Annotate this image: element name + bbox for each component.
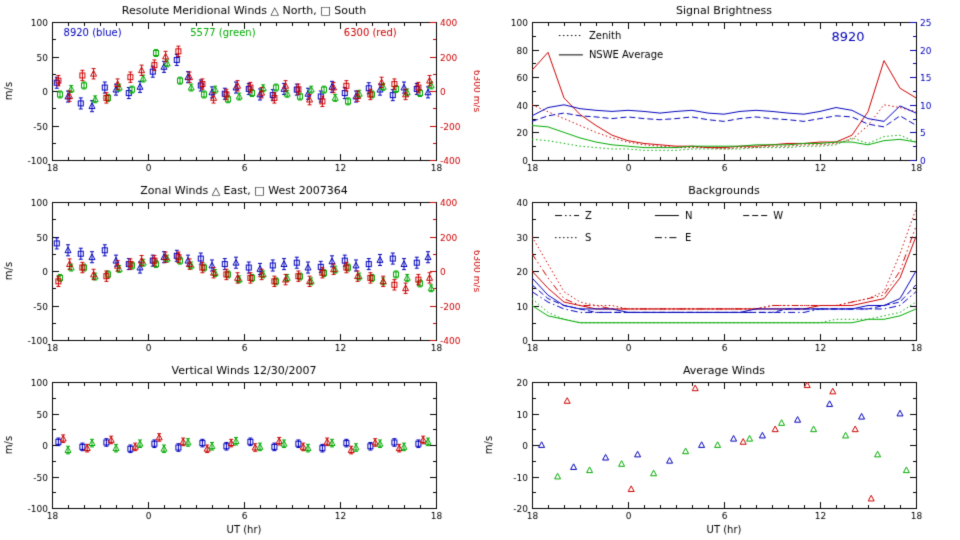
vertical-winds-chart: [0, 360, 480, 540]
average-winds-chart: [480, 360, 960, 540]
meridional-winds-chart: [0, 0, 480, 180]
backgrounds-chart: [480, 180, 960, 360]
panel-meridional-winds: [0, 0, 480, 180]
panel-signal-brightness: [480, 0, 960, 180]
panel-average-winds: [480, 360, 960, 540]
panel-zonal-winds: [0, 180, 480, 360]
panel-backgrounds: [480, 180, 960, 360]
zonal-winds-chart: [0, 180, 480, 360]
signal-brightness-chart: [480, 0, 960, 180]
panel-vertical-winds: [0, 360, 480, 540]
